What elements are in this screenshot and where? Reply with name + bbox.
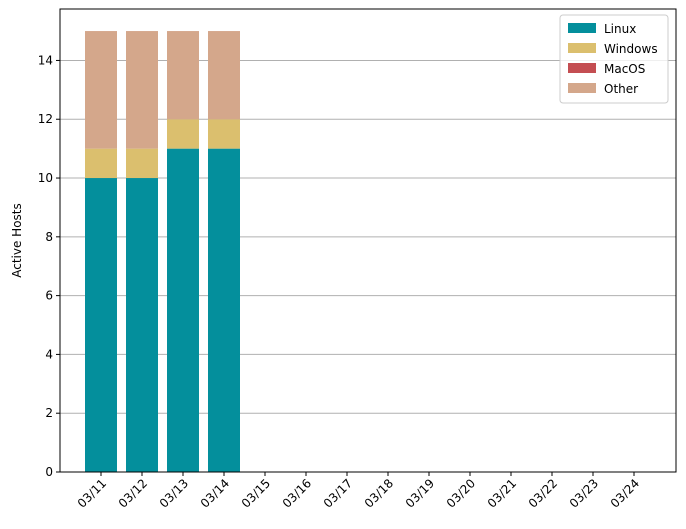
x-tick-label: 03/11 [75,476,109,510]
legend-swatch-windows [568,43,596,53]
bar-linux-03-14 [208,148,240,472]
y-tick-label: 0 [45,465,53,479]
x-tick-label: 03/24 [608,476,642,510]
y-tick-label: 12 [38,112,53,126]
bar-windows-03-12 [126,148,158,179]
y-tick-label: 4 [45,347,53,361]
bar-other-03-12 [126,31,158,149]
x-tick-label: 03/20 [444,476,478,510]
y-axis: 0 2 4 6 8 10 12 14 [38,53,60,479]
bar-other-03-13 [167,31,199,120]
legend-label-other: Other [604,82,638,96]
x-axis: 03/11 03/12 03/13 03/14 03/15 03/16 03/17 03/18… [75,472,642,511]
legend: Linux Windows MacOS Other [559,14,669,104]
x-tick-label: 03/21 [485,476,519,510]
gridlines [60,59,676,473]
x-tick-label: 03/13 [157,476,191,510]
x-tick-label: 03/12 [116,476,150,510]
legend-swatch-other [568,83,596,93]
bar-linux-03-13 [167,148,199,472]
x-tick-label: 03/15 [239,476,273,510]
x-tick-label: 03/14 [198,476,232,510]
x-tick-label: 03/19 [403,476,437,510]
x-tick-label: 03/23 [567,476,601,510]
x-tick-label: 03/22 [526,476,560,510]
legend-swatch-macos [568,63,596,73]
bar-windows-03-11 [85,148,117,179]
x-tick-label: 03/16 [280,476,314,510]
legend-label-windows: Windows [604,42,658,56]
x-tick-label: 03/18 [362,476,396,510]
y-axis-label: Active Hosts [10,203,24,278]
y-tick-label: 8 [45,230,53,244]
bar-other-03-11 [85,31,117,149]
y-tick-label: 14 [38,53,53,67]
legend-box [559,14,669,104]
y-tick-label: 2 [45,406,53,420]
bars [85,31,240,473]
bar-windows-03-13 [167,119,199,149]
legend-swatch-linux [568,23,596,33]
bar-other-03-14 [208,31,240,120]
legend-label-macos: MacOS [604,62,645,76]
bar-linux-03-12 [126,178,158,473]
bar-windows-03-14 [208,119,240,149]
y-tick-label: 6 [45,289,53,303]
plot-frame [59,8,677,473]
y-tick-label: 10 [38,171,53,185]
legend-label-linux: Linux [604,22,636,36]
x-tick-label: 03/17 [321,476,355,510]
bar-linux-03-11 [85,178,117,473]
